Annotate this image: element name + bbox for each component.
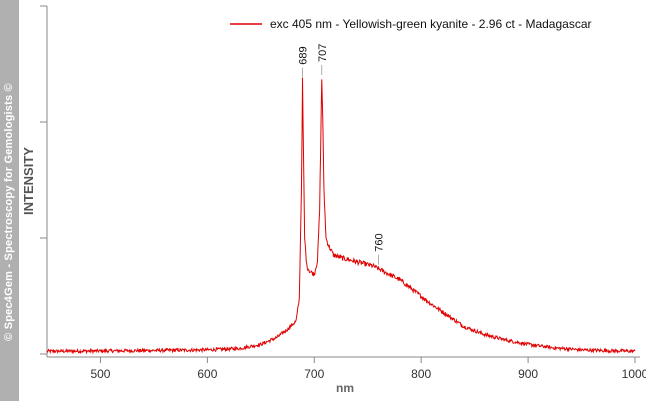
series-layer	[46, 77, 636, 355]
x-tick-label: 700	[304, 367, 324, 381]
peak-label: 707	[317, 44, 329, 62]
x-axis-title: nm	[336, 381, 354, 395]
peak-annotations: 689 707 760	[298, 44, 385, 265]
copyright-banner: © Spec4Gem - Spectroscopy for Gemologist…	[0, 0, 19, 401]
x-tick-label: 900	[518, 367, 538, 381]
legend-label: exc 405 nm - Yellowish-green kyanite - 2…	[270, 17, 592, 31]
x-tick-label: 800	[411, 367, 431, 381]
legend: exc 405 nm - Yellowish-green kyanite - 2…	[230, 17, 592, 31]
y-axis-title: INTENSITY	[21, 147, 36, 215]
peak-label: 689	[298, 46, 310, 64]
x-tick-label: 1000	[622, 367, 646, 381]
spectrum-line	[46, 77, 636, 355]
x-axis-ticks: 500 600 700 800 900 1000	[90, 357, 646, 381]
x-tick-label: 600	[197, 367, 217, 381]
peak-label: 760	[373, 233, 385, 251]
x-tick-label: 500	[90, 367, 110, 381]
